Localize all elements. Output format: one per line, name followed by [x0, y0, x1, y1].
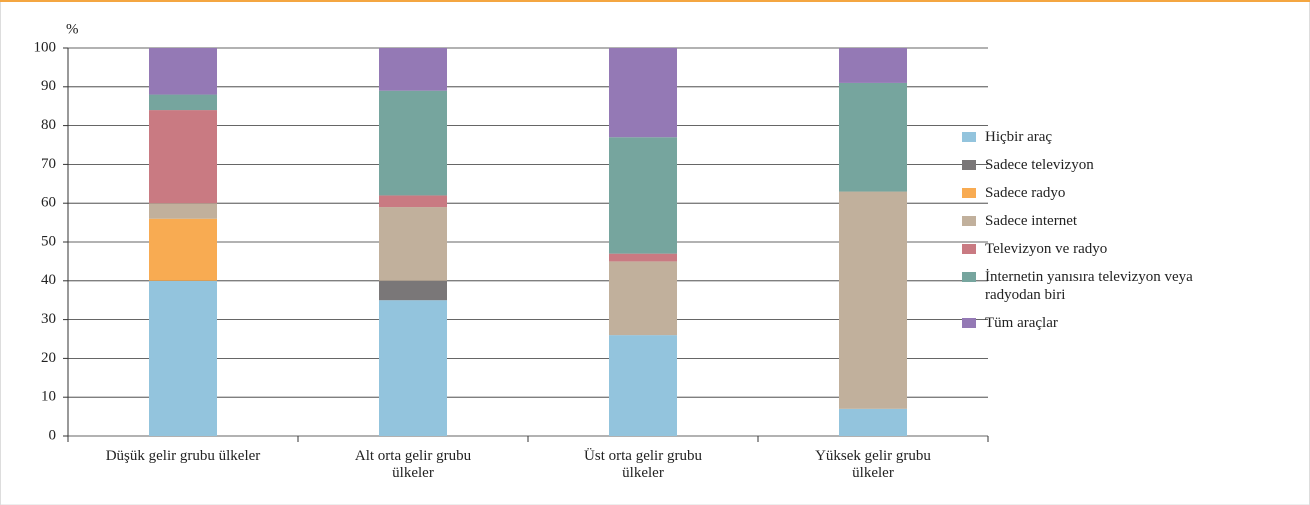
bar-segment — [379, 280, 447, 301]
x-tick-label: Üst orta gelir grubu ülkeler — [584, 448, 702, 481]
legend-swatch — [962, 160, 976, 170]
legend-label: Sadece radyo — [985, 185, 1066, 201]
bar-segment — [839, 408, 907, 436]
y-tick-label: 50 — [41, 233, 56, 249]
legend-item: İnternetin yanısıra televizyon veya rady… — [962, 268, 1207, 304]
legend: Hiçbir araç Sadece televizyon Sadece radyo… — [962, 128, 1207, 342]
bar-segment — [609, 253, 677, 262]
bar-segment — [379, 207, 447, 281]
x-tick-label: Düşük gelir grubu ülkeler — [105, 448, 261, 464]
bar-segment — [149, 218, 217, 281]
legend-swatch — [962, 132, 976, 142]
y-tick-label: 60 — [41, 195, 56, 211]
legend-label: Sadece televizyon — [985, 157, 1094, 173]
legend-label: Sadece internet — [985, 213, 1078, 229]
legend-item: Sadece televizyon — [962, 156, 1207, 174]
bar-segment — [609, 48, 677, 138]
legend-item: Sadece radyo — [962, 184, 1207, 202]
bar-segment — [149, 203, 217, 219]
bar-segment — [379, 48, 447, 91]
y-tick-label: 90 — [41, 78, 56, 94]
y-tick-label: 40 — [41, 272, 56, 288]
bar-segment — [839, 82, 907, 192]
bar-segment — [379, 90, 447, 196]
legend-item: Tüm araçlar — [962, 314, 1207, 332]
x-tick-label: Alt orta gelir grubu ülkeler — [354, 448, 472, 481]
bar-segment — [609, 335, 677, 436]
y-tick-label: 100 — [34, 39, 57, 55]
bar-segment — [149, 110, 217, 204]
y-axis-label: % — [66, 21, 79, 37]
legend-item: Televizyon ve radyo — [962, 240, 1207, 258]
legend-label: Tüm araçlar — [985, 315, 1058, 331]
y-tick-label: 10 — [41, 389, 56, 405]
legend-swatch — [962, 188, 976, 198]
legend-label: Televizyon ve radyo — [985, 241, 1108, 257]
legend-swatch — [962, 216, 976, 226]
bar-segment — [609, 261, 677, 336]
bar-segment — [609, 137, 677, 254]
x-tick-label: Yüksek gelir grubu ülkeler — [815, 448, 931, 481]
y-tick-label: 0 — [49, 427, 57, 443]
bar-segment — [149, 94, 217, 111]
bar-segment — [379, 300, 447, 436]
bar-segment — [149, 280, 217, 436]
y-tick-label: 20 — [41, 350, 56, 366]
legend-swatch — [962, 272, 976, 282]
bar-segment — [379, 195, 447, 208]
legend-swatch — [962, 318, 976, 328]
bar-segment — [149, 48, 217, 95]
legend-label: Hiçbir araç — [985, 129, 1053, 145]
bar-segment — [839, 48, 907, 83]
legend-item: Sadece internet — [962, 212, 1207, 230]
legend-swatch — [962, 244, 976, 254]
y-tick-label: 80 — [41, 117, 56, 133]
bar-segment — [839, 191, 907, 409]
legend-label: İnternetin yanısıra televizyon veya rady… — [985, 269, 1193, 303]
legend-item: Hiçbir araç — [962, 128, 1207, 146]
y-tick-label: 30 — [41, 311, 56, 327]
y-tick-label: 70 — [41, 156, 56, 172]
